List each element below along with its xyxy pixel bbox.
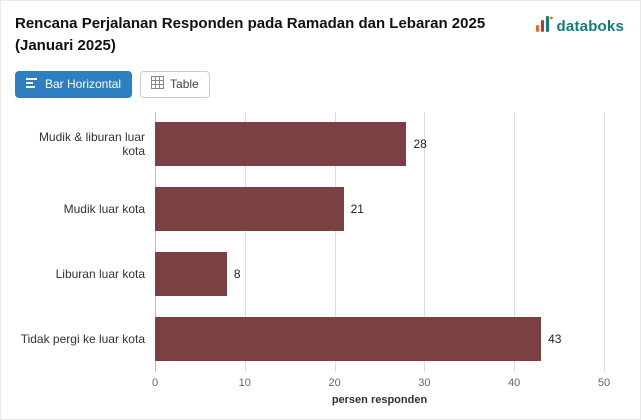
x-ticks: 0 10 20 30 40 50 [151,376,610,392]
bar-track: 21 [155,187,604,231]
x-tick-label: 30 [418,376,431,389]
value-label: 21 [350,202,364,216]
gridline [514,111,516,372]
plot-area: Mudik & liburan luar kota 28 Mudik luar ko… [15,111,624,372]
bar[interactable] [155,187,344,231]
databoks-chart-icon [535,15,553,38]
bar-row: Liburan luar kota 8 [15,242,624,307]
gridline [334,111,336,372]
x-tick-label: 10 [238,376,251,389]
x-tick-label: 0 [151,376,159,389]
x-tick-label: 50 [597,376,611,389]
gridlines [155,111,605,372]
value-label: 28 [413,137,427,151]
table-grid-icon [151,76,165,92]
category-label: Tidak pergi ke luar kota [20,331,145,346]
header: Rencana Perjalanan Responden pada Ramada… [15,13,624,57]
chart-rows: Mudik & liburan luar kota 28 Mudik luar ko… [15,112,624,372]
gridline [424,111,426,372]
x-axis: 0 10 20 30 40 50 [15,376,624,392]
bar-track: 8 [155,252,604,296]
bar-row: Mudik & liburan luar kota 28 [15,112,624,177]
view-toolbar: Bar Horizontal Table [15,70,624,98]
gridline [155,111,156,372]
bar-row: Tidak pergi ke luar kota 43 [15,307,624,372]
bar[interactable] [155,252,227,296]
bar[interactable] [155,317,542,361]
bar-horizontal-button[interactable]: Bar Horizontal [15,70,133,98]
category-label: Mudik luar kota [63,201,145,216]
table-button[interactable]: Table [140,70,210,98]
x-tick-label: 20 [328,376,341,389]
gridline [244,111,246,372]
category-label: Mudik & liburan luar kota [38,129,145,158]
x-axis-label: persen responden [331,393,428,406]
x-tick-label: 40 [508,376,521,389]
gridline [604,111,605,372]
databoks-wordmark: databoks [556,18,624,35]
bars-horizontal-icon [26,77,39,92]
bar-row: Mudik luar kota 21 [15,177,624,242]
bar-track: 28 [155,122,604,166]
page-title: Rencana Perjalanan Responden pada Ramada… [15,15,486,54]
bar[interactable] [155,122,407,166]
table-label: Table [170,77,199,91]
value-label: 43 [548,332,562,346]
databoks-logo[interactable]: databoks [535,15,624,38]
category-label: Liburan luar kota [55,266,145,281]
bar-chart: Mudik & liburan luar kota 28 Mudik luar ko… [15,111,624,406]
bar-track: 43 [155,317,604,361]
value-label: 8 [233,267,241,281]
bar-horizontal-label: Bar Horizontal [45,77,122,91]
x-axis-label-row: persen responden [15,394,624,406]
